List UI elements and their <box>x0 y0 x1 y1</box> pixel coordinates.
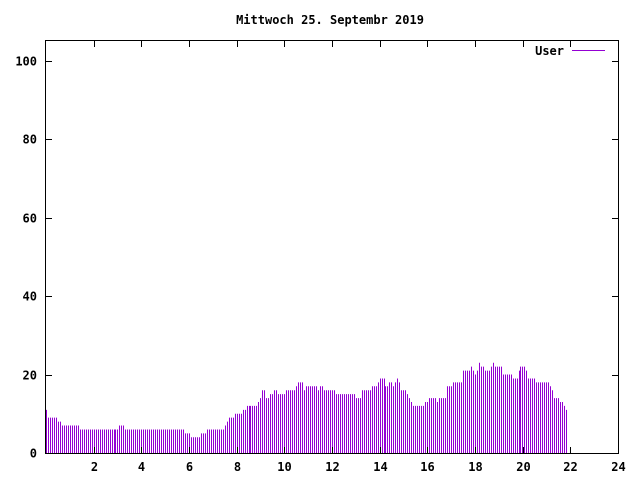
x-tick-label: 12 <box>325 460 339 474</box>
y-tick-label: 60 <box>23 212 37 226</box>
y-tick-label: 20 <box>23 369 37 383</box>
x-tick-label: 18 <box>468 460 482 474</box>
x-tick-label: 8 <box>234 460 241 474</box>
y-tick-label: 0 <box>30 447 37 461</box>
x-tick-label: 16 <box>420 460 434 474</box>
x-tick-label: 2 <box>91 460 98 474</box>
plot-frame <box>45 40 619 454</box>
x-tick-label: 22 <box>563 460 577 474</box>
chart-title: Mittwoch 25. Septembr 2019 <box>236 13 424 27</box>
x-tick-label: 10 <box>277 460 291 474</box>
legend: User <box>535 44 605 58</box>
bars-layer <box>46 362 567 453</box>
y-tick-label: 40 <box>23 290 37 304</box>
y-tick-label: 80 <box>23 133 37 147</box>
legend-label-user: User <box>535 44 564 58</box>
x-tick-label: 20 <box>516 460 530 474</box>
x-tick-label: 24 <box>611 460 625 474</box>
x-tick-label: 6 <box>186 460 193 474</box>
x-tick-label: 4 <box>138 460 145 474</box>
x-tick-label: 14 <box>373 460 387 474</box>
y-tick-label: 100 <box>15 55 37 69</box>
